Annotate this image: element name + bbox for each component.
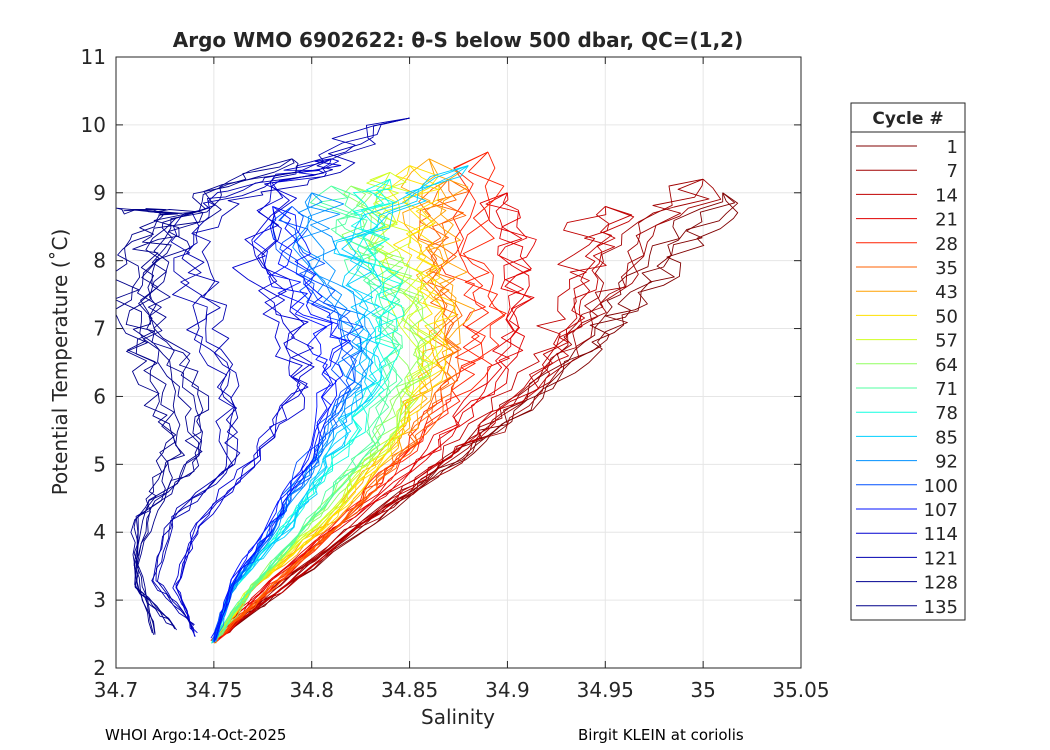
series-line-cycle-57 (212, 171, 433, 641)
x-tick-label: 34.8 (289, 678, 334, 702)
x-tick-label: 34.85 (381, 678, 438, 702)
legend-label: 57 (935, 331, 958, 352)
legend-label: 78 (935, 403, 958, 424)
legend-box (850, 102, 966, 621)
y-tick-label: 6 (93, 384, 106, 408)
series-line-cycle-7 (215, 178, 710, 640)
series-line-cycle-135 (125, 208, 197, 635)
footer-right: Birgit KLEIN at coriolis (578, 726, 744, 744)
series-line-cycle-71 (212, 185, 403, 642)
series-line-cycle-128 (133, 158, 295, 628)
x-tick-label: 34.9 (485, 678, 530, 702)
series-line-cycle-21 (213, 192, 535, 642)
x-tick-label: 34.7 (94, 678, 139, 702)
legend-label: 107 (924, 500, 958, 521)
series-line-cycle-64 (214, 185, 427, 640)
series-line-cycle-14 (214, 205, 633, 644)
series-line-cycle-85 (213, 165, 469, 641)
footer-left: WHOI Argo:14-Oct-2025 (105, 726, 287, 744)
series-line-cycle-135 (132, 208, 204, 634)
y-axis-label: Potential Temperature (˚C) (48, 229, 72, 496)
series-line-cycle-7 (210, 178, 704, 641)
series-line-cycle-121 (151, 117, 410, 628)
y-tick-label: 10 (81, 113, 106, 137)
grid (115, 56, 802, 669)
series-line-cycle-1 (213, 192, 724, 639)
axes-box (115, 56, 802, 669)
series-line-cycle-114 (175, 158, 340, 637)
series-line-cycle-135 (116, 207, 177, 634)
series-line-cycle-114 (172, 158, 332, 633)
y-tick-label: 11 (81, 45, 106, 69)
legend-label: 121 (924, 548, 958, 569)
x-tick-label: 34.95 (577, 678, 634, 702)
series-line-cycle-107 (215, 205, 352, 641)
series-line-cycle-21 (212, 192, 533, 639)
series-line-cycle-92 (214, 192, 362, 643)
series-lines (116, 117, 739, 644)
axis-ticks: 34.7 34.75 34.8 34.85 34.9 34.95 35 35.05 2 3 4 5 6 7… (81, 45, 830, 702)
series-line-cycle-121 (157, 117, 410, 625)
legend-label: 1 (947, 137, 958, 158)
legend-label: 50 (935, 306, 958, 327)
series-line-cycle-35 (213, 178, 470, 641)
series-line-cycle-28 (216, 151, 506, 642)
series-line-cycle-14 (214, 206, 616, 640)
series-line-cycle-71 (214, 185, 402, 640)
series-line-cycle-128 (135, 158, 299, 630)
legend-label: 14 (935, 185, 958, 206)
series-line-cycle-1 (214, 192, 739, 641)
legend-label: 114 (924, 524, 958, 545)
x-tick-label: 34.75 (185, 678, 242, 702)
y-tick-label: 7 (93, 317, 106, 341)
series-line-cycle-114 (175, 158, 342, 637)
series-line-cycle-85 (214, 165, 469, 641)
chart-title: Argo WMO 6902622: θ-S below 500 dbar, QC… (173, 28, 743, 52)
series-line-cycle-100 (212, 206, 354, 642)
series-line-cycle-50 (214, 165, 456, 640)
y-tick-label: 9 (93, 181, 106, 205)
legend-entries: 1 7 14 21 28 35 43 50 57 64 71 78 85 92 100 107 114 121 12… (856, 137, 958, 618)
legend-label: 28 (935, 234, 958, 255)
legend-label: 64 (935, 355, 958, 376)
x-tick-label: 35.05 (772, 678, 829, 702)
y-tick-label: 8 (93, 249, 106, 273)
series-line-cycle-7 (212, 179, 704, 643)
legend-label: 71 (935, 379, 958, 400)
series-line-cycle-121 (152, 117, 410, 626)
series-line-cycle-7 (217, 178, 722, 640)
legend-label: 43 (935, 282, 958, 303)
legend-label: 92 (935, 452, 958, 473)
series-line-cycle-14 (211, 206, 607, 644)
series-line-cycle-14 (216, 205, 635, 639)
y-tick-label: 3 (93, 588, 106, 612)
legend-label: 7 (947, 161, 958, 182)
series-line-cycle-64 (215, 185, 438, 641)
legend-label: 135 (924, 597, 958, 618)
legend: Cycle # 1 7 14 21 28 35 43 50 57 64 71 78 85 92 100 107… (850, 102, 966, 621)
y-tick-label: 4 (93, 520, 106, 544)
legend-label: 128 (924, 573, 958, 594)
legend-label: 100 (924, 476, 958, 497)
legend-title: Cycle # (872, 109, 943, 129)
x-tick-label: 35 (690, 678, 715, 702)
y-tick-label: 5 (93, 452, 106, 476)
legend-label: 21 (935, 210, 958, 231)
x-axis-label: Salinity (421, 705, 495, 729)
series-line-cycle-114 (175, 158, 332, 634)
series-line-cycle-100 (212, 206, 364, 640)
legend-label: 85 (935, 427, 958, 448)
series-line-cycle-107 (210, 206, 334, 639)
y-tick-label: 2 (93, 656, 106, 680)
series-line-cycle-121 (155, 117, 410, 630)
series-line-cycle-35 (213, 179, 457, 639)
legend-label: 35 (935, 258, 958, 279)
